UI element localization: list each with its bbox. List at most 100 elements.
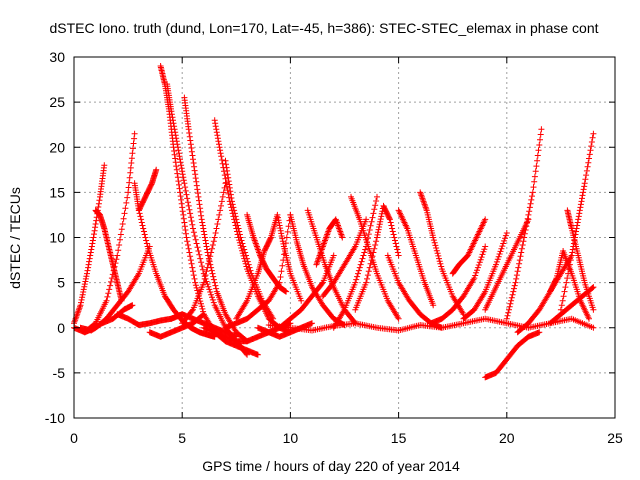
- data-series: [547, 248, 592, 322]
- data-point: [309, 320, 315, 327]
- data-point: [124, 194, 131, 201]
- data-point: [386, 216, 393, 223]
- data-point: [355, 270, 361, 277]
- data-point: [207, 253, 214, 260]
- data-point: [108, 278, 114, 285]
- data-point: [218, 198, 225, 205]
- data-point: [178, 196, 185, 203]
- data-point: [117, 236, 123, 243]
- data-point: [189, 307, 196, 314]
- data-point: [430, 237, 437, 244]
- data-point: [241, 246, 248, 253]
- data-point: [234, 222, 241, 229]
- data-point: [392, 237, 398, 244]
- data-point: [198, 212, 205, 219]
- data-point: [473, 269, 480, 276]
- data-point: [208, 267, 215, 274]
- data-point: [193, 240, 200, 247]
- data-point: [187, 253, 194, 260]
- data-point: [231, 207, 238, 214]
- data-point: [86, 258, 93, 265]
- data-point: [92, 221, 99, 227]
- data-point: [192, 282, 199, 289]
- data-point: [270, 315, 277, 322]
- data-point: [371, 206, 378, 213]
- data-series: [181, 94, 251, 345]
- data-point: [137, 213, 144, 220]
- data-point: [589, 284, 596, 291]
- data-point: [216, 144, 223, 151]
- data-point: [199, 266, 206, 273]
- data-point: [378, 210, 385, 217]
- data-point: [511, 282, 518, 289]
- data-point: [430, 302, 437, 309]
- data-point: [228, 195, 235, 201]
- data-point: [515, 264, 522, 271]
- data-point: [478, 254, 485, 261]
- data-series: [417, 189, 467, 318]
- data-point: [168, 111, 175, 118]
- data-point: [78, 299, 84, 306]
- data-point: [243, 252, 249, 259]
- data-point: [359, 255, 366, 262]
- data-point: [531, 173, 538, 180]
- data-point: [512, 279, 519, 286]
- data-point: [188, 148, 195, 155]
- data-point: [201, 275, 208, 282]
- data-point: [118, 226, 125, 233]
- data-point: [229, 201, 236, 208]
- data-point: [190, 225, 196, 232]
- data-point: [589, 134, 596, 141]
- data-point: [583, 167, 590, 174]
- data-point: [438, 263, 445, 270]
- data-point: [363, 279, 370, 286]
- data-point: [368, 257, 375, 264]
- data-point: [237, 234, 244, 241]
- data-point: [283, 288, 290, 295]
- data-point: [187, 257, 194, 264]
- data-point: [196, 251, 203, 258]
- data-point: [211, 234, 218, 241]
- data-point: [95, 204, 102, 210]
- data-point: [573, 228, 579, 235]
- data-series: [352, 202, 402, 313]
- data-point: [105, 290, 112, 297]
- data-point: [364, 272, 371, 279]
- data-point: [507, 300, 514, 307]
- data-point: [173, 135, 180, 142]
- data-point: [518, 249, 525, 256]
- data-point: [174, 170, 181, 177]
- data-point: [186, 130, 193, 136]
- data-point: [510, 288, 517, 295]
- data-point: [106, 286, 113, 293]
- data-point: [199, 219, 206, 226]
- data-point: [119, 221, 126, 227]
- data-point: [170, 120, 177, 127]
- data-series: [168, 311, 240, 340]
- data-point: [390, 231, 397, 238]
- data-point: [588, 139, 595, 145]
- data-point: [198, 303, 205, 310]
- data-point: [138, 216, 145, 223]
- data-point: [517, 253, 524, 260]
- data-point: [282, 245, 288, 252]
- data-series: [564, 207, 597, 313]
- data-point: [210, 238, 217, 245]
- data-point: [88, 246, 95, 253]
- data-point: [581, 180, 588, 187]
- x-tick-label: 20: [499, 430, 515, 446]
- data-point: [521, 234, 528, 241]
- data-point: [433, 247, 440, 254]
- data-point: [370, 210, 377, 217]
- y-tick-label: 20: [49, 139, 65, 155]
- data-point: [192, 175, 199, 182]
- data-point: [389, 225, 396, 232]
- data-series: [384, 252, 445, 331]
- data-point: [577, 201, 584, 208]
- data-point: [219, 193, 226, 200]
- x-tick-label: 25: [607, 430, 623, 446]
- data-point: [231, 210, 238, 217]
- data-point: [221, 184, 228, 191]
- data-point: [278, 268, 285, 275]
- data-point: [279, 262, 286, 269]
